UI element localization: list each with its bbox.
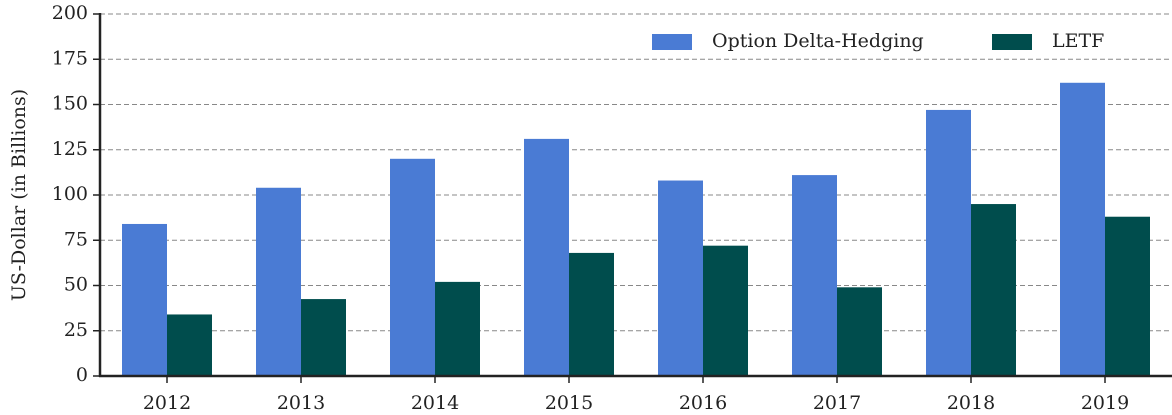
legend-swatch xyxy=(652,34,692,50)
x-tick-label: 2016 xyxy=(679,392,727,414)
bar xyxy=(926,109,971,377)
y-tick-label: 25 xyxy=(64,319,88,341)
y-tick-label: 50 xyxy=(64,274,88,296)
x-tick-label: 2014 xyxy=(411,392,459,414)
y-tick-label: 75 xyxy=(64,228,88,250)
bar xyxy=(435,281,480,376)
bar xyxy=(167,314,212,376)
bar xyxy=(1060,82,1105,376)
bar xyxy=(703,245,748,376)
legend-label: LETF xyxy=(1052,30,1104,52)
x-tick-label: 2018 xyxy=(947,392,995,414)
x-tick-label: 2017 xyxy=(813,392,861,414)
bar xyxy=(971,204,1016,376)
x-tick-label: 2013 xyxy=(277,392,325,414)
y-tick-label: 100 xyxy=(52,183,88,205)
y-axis-label: US-Dollar (in Billions) xyxy=(8,89,30,301)
x-tick-label: 2015 xyxy=(545,392,593,414)
y-tick-label: 200 xyxy=(52,2,88,24)
legend-swatch xyxy=(992,34,1032,50)
bar xyxy=(301,299,346,376)
y-tick-label: 125 xyxy=(52,138,88,160)
bar xyxy=(569,252,614,376)
bar xyxy=(1105,216,1150,376)
y-tick-label: 0 xyxy=(76,364,88,386)
y-tick-label: 175 xyxy=(52,47,88,69)
legend-label: Option Delta-Hedging xyxy=(712,30,924,52)
bar xyxy=(524,138,569,376)
x-tick-label: 2019 xyxy=(1081,392,1129,414)
x-tick-label: 2012 xyxy=(143,392,191,414)
y-tick-label: 150 xyxy=(52,93,88,115)
bar xyxy=(792,175,837,376)
bar xyxy=(256,187,301,376)
bar xyxy=(658,180,703,376)
bar xyxy=(390,158,435,376)
bar xyxy=(122,223,167,376)
bar xyxy=(837,287,882,376)
